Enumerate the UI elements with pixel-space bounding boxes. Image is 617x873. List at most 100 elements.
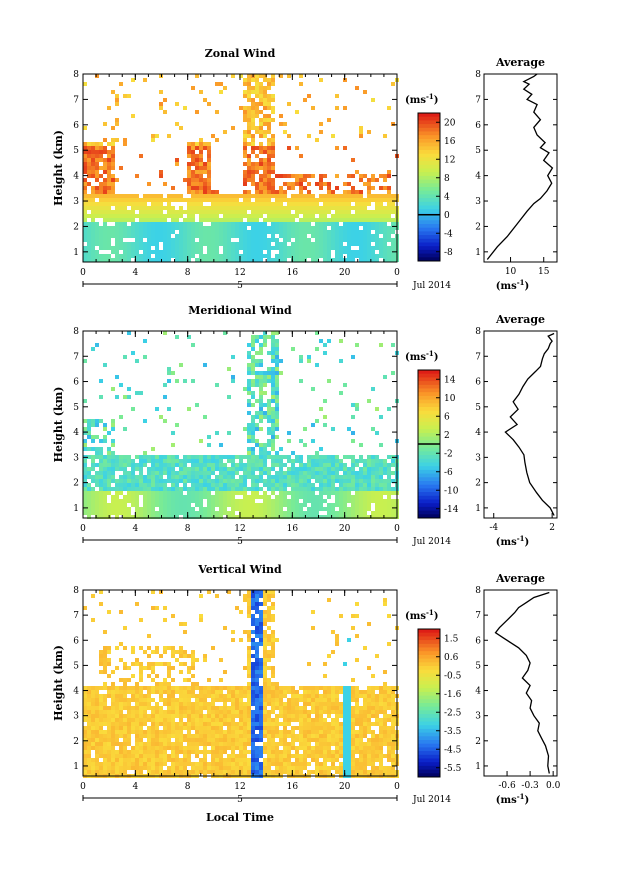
heatmap-cell: [351, 455, 355, 459]
heatmap-cell: [227, 475, 231, 479]
heatmap-cell: [275, 694, 279, 698]
heatmap-cell: [235, 455, 239, 459]
heatmap-cell: [367, 210, 371, 214]
heatmap-cell: [167, 742, 171, 746]
heatmap-cell: [199, 487, 203, 491]
heatmap-cell: [371, 487, 375, 491]
heatmap-cell: [219, 90, 223, 94]
heatmap-cell: [219, 495, 223, 499]
heatmap-cell: [103, 218, 107, 222]
heatmap-cell: [191, 507, 195, 511]
heatmap-cell: [199, 706, 203, 710]
heatmap-cell: [95, 202, 99, 206]
heatmap-cell: [179, 471, 183, 475]
heatmap-cell: [155, 682, 159, 686]
heatmap-cell: [259, 590, 263, 594]
heatmap-cell: [371, 194, 375, 198]
heatmap-cell: [251, 726, 255, 730]
heatmap-cell: [379, 471, 383, 475]
heatmap-cell: [267, 210, 271, 214]
heatmap-cell: [299, 503, 303, 507]
heatmap-cell: [259, 718, 263, 722]
heatmap-cell: [171, 515, 175, 519]
heatmap-cell: [259, 411, 263, 415]
heatmap-cell: [243, 82, 247, 86]
heatmap-cell: [99, 602, 103, 606]
heatmap-cell: [243, 766, 247, 770]
heatmap-cell: [191, 198, 195, 202]
heatmap-cell: [255, 766, 259, 770]
heatmap-cell: [147, 206, 151, 210]
heatmap-cell: [283, 714, 287, 718]
heatmap-cell: [135, 487, 139, 491]
heatmap-cell: [159, 106, 163, 110]
heatmap-cell: [251, 246, 255, 250]
heatmap-cell: [127, 706, 131, 710]
heatmap-cell: [187, 750, 191, 754]
heatmap-cell: [95, 718, 99, 722]
heatmap-cell: [163, 770, 167, 774]
heatmap-cell: [235, 463, 239, 467]
heatmap-cell: [211, 483, 215, 487]
heatmap-cell: [207, 194, 211, 198]
heatmap-cell: [123, 750, 127, 754]
heatmap-cell: [287, 706, 291, 710]
heatmap-cell: [247, 355, 251, 359]
heatmap-cell: [287, 766, 291, 770]
heatmap-cell: [223, 202, 227, 206]
heatmap-cell: [107, 451, 111, 455]
heatmap-cell: [311, 210, 315, 214]
heatmap-cell: [267, 182, 271, 186]
heatmap-cell: [207, 742, 211, 746]
heatmap-cell: [119, 690, 123, 694]
heatmap-cell: [175, 479, 179, 483]
heatmap-cell: [103, 246, 107, 250]
heatmap-cell: [131, 351, 135, 355]
heatmap-cell: [251, 690, 255, 694]
heatmap-cell: [387, 471, 391, 475]
heatmap-cell: [359, 218, 363, 222]
heatmap-cell: [159, 198, 163, 202]
heatmap-cell: [251, 439, 255, 443]
heatmap-cell: [215, 722, 219, 726]
heatmap-cell: [159, 222, 163, 226]
heatmap-cell: [271, 690, 275, 694]
heatmap-cell: [139, 471, 143, 475]
heatmap-cell: [267, 78, 271, 82]
heatmap-cell: [267, 202, 271, 206]
heatmap-cell: [255, 363, 259, 367]
heatmap-cell: [267, 86, 271, 90]
heatmap-cell: [223, 511, 227, 515]
heatmap-cell: [271, 630, 275, 634]
heatmap-cell: [215, 82, 219, 86]
heatmap-cell: [95, 234, 99, 238]
heatmap-cell: [283, 210, 287, 214]
heatmap-cell: [323, 242, 327, 246]
heatmap-cell: [195, 210, 199, 214]
heatmap-cell: [243, 190, 247, 194]
heatmap-cell: [151, 686, 155, 690]
heatmap-cell: [251, 499, 255, 503]
heatmap-cell: [135, 658, 139, 662]
heatmap-cell: [251, 379, 255, 383]
heatmap-cell: [103, 742, 107, 746]
heatmap-cell: [99, 166, 103, 170]
heatmap-cell: [323, 198, 327, 202]
heatmap-cell: [219, 507, 223, 511]
heatmap-cell: [255, 738, 259, 742]
heatmap-cell: [307, 206, 311, 210]
heatmap-cell: [95, 479, 99, 483]
heatmap-cell: [347, 495, 351, 499]
heatmap-cell: [267, 122, 271, 126]
heatmap-cell: [299, 226, 303, 230]
heatmap-cell: [199, 507, 203, 511]
heatmap-cell: [203, 730, 207, 734]
heatmap-cell: [299, 710, 303, 714]
heatmap-cell: [215, 467, 219, 471]
y-tick-label: 1: [73, 504, 79, 514]
heatmap-cell: [243, 194, 247, 198]
heatmap-cell: [323, 238, 327, 242]
heatmap-cell: [219, 658, 223, 662]
heatmap-cell: [271, 475, 275, 479]
heatmap-cell: [367, 230, 371, 234]
